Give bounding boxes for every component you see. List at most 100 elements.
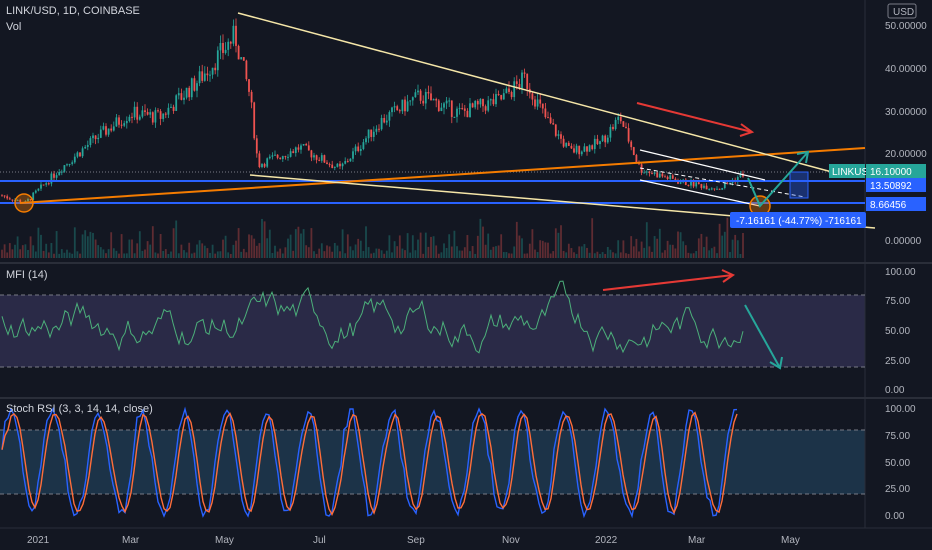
candle-body bbox=[211, 67, 214, 75]
mfi-title[interactable]: MFI (14) bbox=[6, 269, 48, 281]
candle-body bbox=[705, 185, 708, 190]
volume-bar bbox=[388, 235, 391, 258]
candle-body bbox=[599, 141, 601, 145]
volume-bar bbox=[398, 235, 401, 258]
candle-body bbox=[120, 124, 123, 126]
volume-bar bbox=[198, 240, 201, 258]
candle-body bbox=[136, 106, 139, 120]
volume-bar bbox=[630, 236, 633, 258]
candle-body bbox=[222, 42, 224, 53]
candle-body bbox=[622, 121, 625, 127]
volume-bar bbox=[469, 251, 471, 258]
stoch-tick: 0.00 bbox=[885, 511, 905, 522]
candle-body bbox=[128, 116, 131, 122]
candle-body bbox=[500, 94, 503, 100]
candle-body bbox=[630, 141, 633, 148]
candle-body bbox=[370, 129, 373, 137]
time-tick: Mar bbox=[688, 535, 706, 546]
volume-bar bbox=[6, 252, 9, 258]
volume-bar bbox=[120, 234, 123, 258]
volume-bar bbox=[708, 250, 711, 258]
candle-body bbox=[456, 108, 458, 117]
candle-body bbox=[658, 173, 661, 178]
candle-body bbox=[229, 41, 232, 44]
candle-body bbox=[203, 73, 206, 81]
candle-body bbox=[651, 173, 653, 175]
volume-bar bbox=[523, 253, 526, 258]
volume-bar bbox=[258, 243, 261, 258]
candle-body bbox=[588, 145, 591, 152]
stoch-title[interactable]: Stoch RSI (3, 3, 14, 14, close) bbox=[6, 403, 153, 415]
volume-bar bbox=[378, 248, 380, 258]
candle-body bbox=[515, 81, 518, 84]
level-lower-tag-bg bbox=[866, 197, 926, 211]
chart-title[interactable]: LINK/USD, 1D, COINBASE bbox=[6, 5, 140, 17]
candle-body bbox=[549, 117, 552, 124]
candle-body bbox=[458, 108, 461, 110]
candle-body bbox=[81, 148, 84, 157]
candle-body bbox=[287, 156, 289, 158]
volume-bar bbox=[544, 242, 547, 258]
volume-bar bbox=[224, 235, 227, 258]
volume-bar bbox=[159, 233, 162, 258]
volume-bar bbox=[255, 245, 258, 258]
volume-bar bbox=[476, 235, 479, 258]
candle-body bbox=[502, 93, 505, 100]
volume-bar bbox=[682, 241, 685, 258]
last-price-tag-bg bbox=[866, 164, 926, 178]
volume-bar bbox=[734, 234, 737, 258]
volume-bar bbox=[437, 253, 440, 258]
volume-bar bbox=[430, 236, 432, 258]
volume-bar bbox=[253, 238, 256, 258]
volume-bar bbox=[206, 248, 209, 258]
volume-bar bbox=[619, 252, 622, 258]
volume-bar bbox=[625, 253, 627, 258]
candle-body bbox=[474, 101, 477, 108]
candles bbox=[1, 18, 744, 204]
volume-bar bbox=[505, 252, 508, 258]
candle-body bbox=[201, 71, 204, 81]
candle-body bbox=[422, 100, 425, 104]
candle-body bbox=[112, 126, 115, 131]
volume-bar bbox=[718, 223, 721, 258]
candle-body bbox=[435, 98, 438, 101]
volume-bar bbox=[172, 228, 175, 258]
volume-bar bbox=[375, 248, 378, 258]
candle-body bbox=[97, 137, 100, 140]
candle-body bbox=[292, 151, 295, 153]
candle-body bbox=[385, 120, 388, 123]
candle-body bbox=[466, 110, 469, 118]
volume-bar bbox=[365, 226, 367, 258]
candle-body bbox=[427, 92, 430, 94]
volume-bar bbox=[3, 244, 6, 258]
volume-bar bbox=[284, 247, 287, 258]
volume-bar bbox=[638, 251, 640, 258]
candle-body bbox=[414, 92, 417, 98]
volume-bar bbox=[586, 247, 588, 258]
volume-bar bbox=[562, 250, 565, 258]
volume-bar bbox=[27, 249, 29, 258]
currency-box[interactable] bbox=[887, 3, 917, 19]
candle-body bbox=[388, 112, 391, 121]
candle-body bbox=[710, 188, 713, 190]
candle-body bbox=[362, 142, 365, 150]
volume-bar bbox=[89, 231, 92, 258]
candle-body bbox=[677, 181, 679, 184]
volume-bar bbox=[240, 251, 243, 258]
volume-bar bbox=[409, 252, 412, 258]
candle-body bbox=[45, 183, 48, 185]
volume-bar bbox=[281, 253, 284, 258]
candle-body bbox=[305, 144, 308, 146]
volume-bar bbox=[66, 249, 68, 258]
candle-body bbox=[739, 173, 742, 178]
candle-body bbox=[297, 147, 300, 150]
candle-body bbox=[557, 134, 560, 136]
candle-body bbox=[29, 199, 32, 201]
volume-bar bbox=[666, 240, 669, 258]
mfi-teal-arrow bbox=[744, 304, 781, 369]
candle-body bbox=[619, 116, 622, 122]
candle-body bbox=[341, 163, 344, 167]
candle-body bbox=[562, 138, 565, 147]
candle-body bbox=[404, 99, 406, 112]
candle-body bbox=[167, 107, 170, 115]
